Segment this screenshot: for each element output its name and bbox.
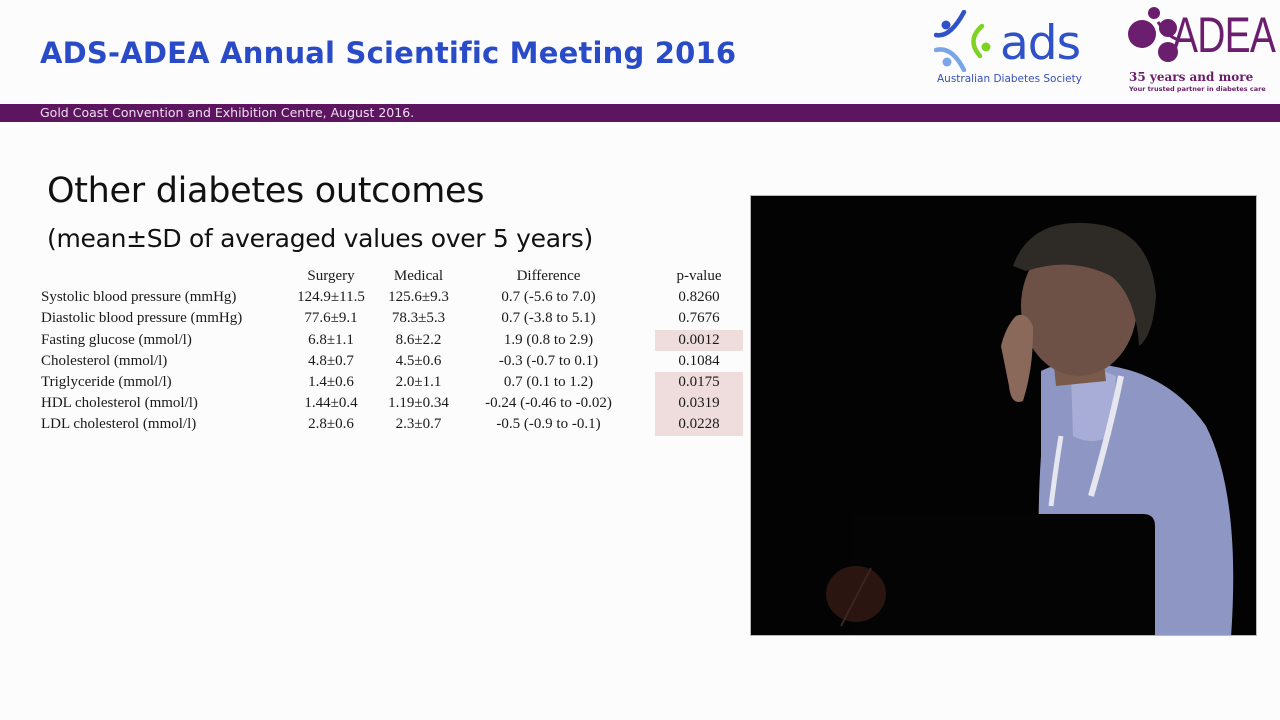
table-header-row: Surgery Medical Difference p-value (36, 266, 743, 287)
row-label: LDL cholesterol (mmol/l) (41, 416, 197, 433)
medical-value: 1.19±0.34 (388, 395, 449, 412)
slide-subtitle: (mean±SD of averaged values over 5 years… (47, 224, 593, 253)
surgery-value: 6.8±1.1 (308, 331, 354, 348)
surgery-value: 1.4±0.6 (308, 374, 354, 391)
medical-value: 2.3±0.7 (395, 416, 442, 433)
p-value: 0.7676 (678, 310, 720, 327)
header-difference: Difference (516, 268, 581, 285)
row-label: HDL cholesterol (mmol/l) (41, 395, 198, 412)
table-row: Systolic blood pressure (mmHg) 124.9±11.… (36, 287, 743, 308)
venue-text: Gold Coast Convention and Exhibition Cen… (40, 105, 415, 120)
header-label (36, 266, 285, 287)
surgery-value: 124.9±11.5 (297, 289, 365, 306)
header-medical: Medical (393, 268, 444, 285)
table-row: HDL cholesterol (mmol/l) 1.44±0.4 1.19±0… (36, 393, 743, 415)
medical-value: 8.6±2.2 (395, 331, 442, 348)
row-label: Triglyceride (mmol/l) (41, 374, 172, 391)
difference-value: -0.24 (-0.46 to -0.02) (485, 395, 612, 412)
medical-value: 4.5±0.6 (395, 352, 442, 369)
venue-band: Gold Coast Convention and Exhibition Cen… (0, 104, 1280, 122)
row-label: Systolic blood pressure (mmHg) (41, 289, 237, 306)
p-value-significant: 0.0319 (655, 393, 743, 415)
p-value: 0.8260 (678, 289, 720, 306)
difference-value: 0.7 (0.1 to 1.2) (503, 374, 594, 391)
table-row: Fasting glucose (mmol/l) 6.8±1.1 8.6±2.2… (36, 329, 743, 351)
row-label: Cholesterol (mmol/l) (41, 352, 168, 369)
table-row: Cholesterol (mmol/l) 4.8±0.7 4.5±0.6 -0.… (36, 351, 743, 372)
table-row: Triglyceride (mmol/l) 1.4±0.6 2.0±1.1 0.… (36, 371, 743, 394)
row-label: Fasting glucose (mmol/l) (41, 331, 192, 348)
surgery-value: 2.8±0.6 (308, 416, 354, 433)
ads-wordmark: ads (1000, 16, 1081, 71)
slide-header: ADS-ADEA Annual Scientific Meeting 2016 … (0, 0, 1280, 104)
medical-value: 78.3±5.3 (391, 310, 446, 327)
p-value-significant: 0.0012 (655, 329, 743, 351)
speaker-video[interactable] (750, 195, 1257, 636)
header-surgery: Surgery (307, 268, 355, 285)
difference-value: 0.7 (-3.8 to 5.1) (501, 310, 596, 327)
slide-title: Other diabetes outcomes (47, 171, 485, 211)
adea-tagline: Your trusted partner in diabetes care (1129, 85, 1266, 93)
row-label: Diastolic blood pressure (mmHg) (41, 310, 243, 327)
medical-value: 2.0±1.1 (395, 374, 442, 391)
surgery-value: 4.8±0.7 (308, 352, 354, 369)
difference-value: 1.9 (0.8 to 2.9) (503, 331, 594, 348)
surgery-value: 77.6±9.1 (304, 310, 358, 327)
conference-title: ADS-ADEA Annual Scientific Meeting 2016 (40, 36, 737, 70)
people-figures-icon (934, 10, 991, 72)
speaker-silhouette-icon (826, 222, 1234, 635)
p-value-significant: 0.0175 (655, 371, 743, 394)
adea-logo: ADEA 35 years and more Your trusted part… (1126, 4, 1276, 96)
p-value: 0.1084 (678, 352, 720, 369)
p-value-significant: 0.0228 (655, 414, 743, 436)
purple-circles-icon (1128, 7, 1183, 62)
difference-value: -0.5 (-0.9 to -0.1) (496, 416, 601, 433)
table-row: LDL cholesterol (mmol/l) 2.8±0.6 2.3±0.7… (36, 414, 743, 436)
surgery-value: 1.44±0.4 (304, 395, 358, 412)
table-row: Diastolic blood pressure (mmHg) 77.6±9.1… (36, 308, 743, 329)
header-p-value: p-value (676, 268, 722, 285)
adea-years: 35 years and more (1129, 70, 1254, 84)
ads-subtitle: Australian Diabetes Society (937, 73, 1082, 85)
outcomes-table: Surgery Medical Difference p-value Systo… (36, 266, 743, 436)
adea-wordmark: ADEA (1172, 7, 1276, 63)
ads-logo: ads Australian Diabetes Society (934, 10, 1096, 90)
difference-value: -0.3 (-0.7 to 0.1) (498, 352, 599, 369)
medical-value: 125.6±9.3 (388, 289, 449, 306)
difference-value: 0.7 (-5.6 to 7.0) (501, 289, 596, 306)
